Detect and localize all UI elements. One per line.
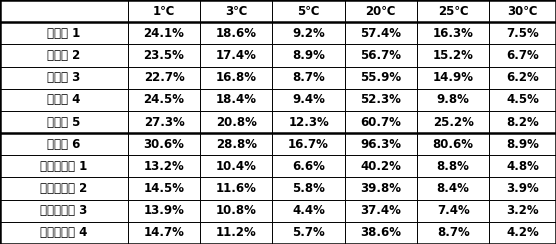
Text: 16.3%: 16.3% — [433, 27, 474, 40]
Text: 27.3%: 27.3% — [143, 115, 185, 129]
Text: 7.5%: 7.5% — [507, 27, 539, 40]
Text: 52.3%: 52.3% — [360, 93, 401, 106]
Text: 14.7%: 14.7% — [143, 226, 185, 239]
Text: 9.8%: 9.8% — [436, 93, 470, 106]
Text: 实施例 5: 实施例 5 — [47, 115, 81, 129]
Text: 3.2%: 3.2% — [507, 204, 539, 217]
Text: 22.7%: 22.7% — [143, 71, 185, 84]
Text: 7.4%: 7.4% — [437, 204, 469, 217]
Text: 对比实施例 2: 对比实施例 2 — [41, 182, 87, 195]
Text: 6.7%: 6.7% — [507, 49, 539, 62]
Text: 实施例 6: 实施例 6 — [47, 138, 81, 151]
Text: 3℃: 3℃ — [225, 5, 247, 18]
Text: 8.9%: 8.9% — [506, 138, 539, 151]
Text: 13.9%: 13.9% — [143, 204, 185, 217]
Text: 25.2%: 25.2% — [433, 115, 474, 129]
Text: 9.4%: 9.4% — [292, 93, 325, 106]
Text: 16.7%: 16.7% — [288, 138, 329, 151]
Text: 8.8%: 8.8% — [436, 160, 470, 173]
Text: 56.7%: 56.7% — [360, 49, 401, 62]
Text: 15.2%: 15.2% — [433, 49, 474, 62]
Text: 25℃: 25℃ — [438, 5, 469, 18]
Text: 18.4%: 18.4% — [216, 93, 257, 106]
Text: 24.5%: 24.5% — [143, 93, 185, 106]
Text: 96.3%: 96.3% — [360, 138, 401, 151]
Text: 8.4%: 8.4% — [436, 182, 470, 195]
Text: 57.4%: 57.4% — [360, 27, 401, 40]
Text: 9.2%: 9.2% — [292, 27, 325, 40]
Text: 23.5%: 23.5% — [143, 49, 185, 62]
Text: 4.2%: 4.2% — [507, 226, 539, 239]
Text: 4.5%: 4.5% — [506, 93, 539, 106]
Text: 30℃: 30℃ — [508, 5, 538, 18]
Text: 8.7%: 8.7% — [292, 71, 325, 84]
Text: 40.2%: 40.2% — [360, 160, 401, 173]
Text: 14.5%: 14.5% — [143, 182, 185, 195]
Text: 38.6%: 38.6% — [360, 226, 401, 239]
Text: 对比实施例 3: 对比实施例 3 — [41, 204, 87, 217]
Text: 实施例 1: 实施例 1 — [47, 27, 81, 40]
Text: 10.4%: 10.4% — [216, 160, 257, 173]
Text: 16.8%: 16.8% — [216, 71, 257, 84]
Text: 11.2%: 11.2% — [216, 226, 257, 239]
Text: 1℃: 1℃ — [153, 5, 175, 18]
Text: 14.9%: 14.9% — [433, 71, 474, 84]
Text: 实施例 3: 实施例 3 — [47, 71, 81, 84]
Text: 18.6%: 18.6% — [216, 27, 257, 40]
Text: 4.8%: 4.8% — [506, 160, 539, 173]
Text: 20℃: 20℃ — [366, 5, 396, 18]
Text: 8.7%: 8.7% — [437, 226, 469, 239]
Text: 对比实施例 4: 对比实施例 4 — [40, 226, 88, 239]
Text: 37.4%: 37.4% — [360, 204, 401, 217]
Text: 11.6%: 11.6% — [216, 182, 257, 195]
Text: 39.8%: 39.8% — [360, 182, 401, 195]
Text: 6.2%: 6.2% — [507, 71, 539, 84]
Text: 17.4%: 17.4% — [216, 49, 257, 62]
Text: 60.7%: 60.7% — [360, 115, 401, 129]
Text: 5℃: 5℃ — [297, 5, 320, 18]
Text: 24.1%: 24.1% — [143, 27, 185, 40]
Text: 80.6%: 80.6% — [433, 138, 474, 151]
Text: 30.6%: 30.6% — [143, 138, 185, 151]
Text: 3.9%: 3.9% — [507, 182, 539, 195]
Text: 55.9%: 55.9% — [360, 71, 401, 84]
Text: 8.9%: 8.9% — [292, 49, 325, 62]
Text: 实施例 2: 实施例 2 — [47, 49, 81, 62]
Text: 5.8%: 5.8% — [292, 182, 325, 195]
Text: 6.6%: 6.6% — [292, 160, 325, 173]
Text: 5.7%: 5.7% — [292, 226, 325, 239]
Text: 13.2%: 13.2% — [143, 160, 185, 173]
Text: 12.3%: 12.3% — [288, 115, 329, 129]
Text: 对比实施例 1: 对比实施例 1 — [41, 160, 87, 173]
Text: 实施例 4: 实施例 4 — [47, 93, 81, 106]
Text: 28.8%: 28.8% — [216, 138, 257, 151]
Text: 10.8%: 10.8% — [216, 204, 257, 217]
Text: 8.2%: 8.2% — [507, 115, 539, 129]
Text: 4.4%: 4.4% — [292, 204, 325, 217]
Text: 20.8%: 20.8% — [216, 115, 257, 129]
